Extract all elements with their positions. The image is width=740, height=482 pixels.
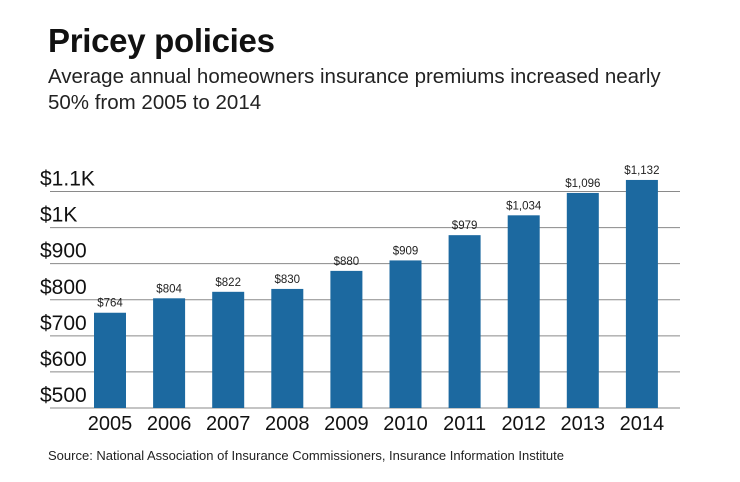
x-tick-label: 2011 (443, 413, 486, 435)
chart-source: Source: National Association of Insuranc… (48, 448, 564, 463)
chart-subtitle: Average annual homeowners insurance prem… (48, 65, 661, 114)
y-tick-label: $1K (40, 204, 77, 227)
bar (625, 179, 658, 408)
bar (566, 192, 599, 408)
x-tick-label: 2005 (88, 413, 133, 435)
x-tick-label: 2014 (620, 413, 665, 435)
y-tick-label: $500 (40, 384, 87, 407)
bar (330, 270, 363, 408)
y-tick-label: $800 (40, 276, 87, 299)
chart-title: Pricey policies (48, 22, 275, 59)
x-tick-label: 2008 (265, 413, 310, 435)
y-tick-label: $600 (40, 348, 87, 371)
data-label: $804 (156, 283, 182, 295)
x-tick-label: 2012 (501, 413, 546, 435)
y-tick-label: $1.1K (40, 168, 95, 191)
bar (212, 291, 245, 408)
y-tick-label: $900 (40, 240, 87, 263)
data-label: $1,034 (506, 200, 542, 212)
data-label: $909 (393, 245, 419, 257)
data-label: $822 (215, 277, 241, 289)
bar (507, 215, 540, 408)
x-tick-label: 2006 (147, 413, 192, 435)
data-label: $1,132 (624, 165, 659, 177)
data-label: $979 (452, 220, 478, 232)
x-tick-label: 2009 (324, 413, 369, 435)
x-tick-label: 2007 (206, 413, 251, 435)
x-tick-label: 2010 (383, 413, 428, 435)
bar (448, 235, 481, 408)
data-label: $830 (275, 274, 301, 286)
data-label: $880 (334, 256, 360, 268)
data-label: $764 (97, 298, 123, 310)
x-tick-label: 2013 (561, 413, 606, 435)
bar (153, 298, 186, 408)
y-tick-label: $700 (40, 312, 87, 335)
bar (389, 260, 422, 408)
bar (94, 312, 126, 408)
bar (271, 288, 304, 408)
data-label: $1,096 (565, 178, 600, 190)
